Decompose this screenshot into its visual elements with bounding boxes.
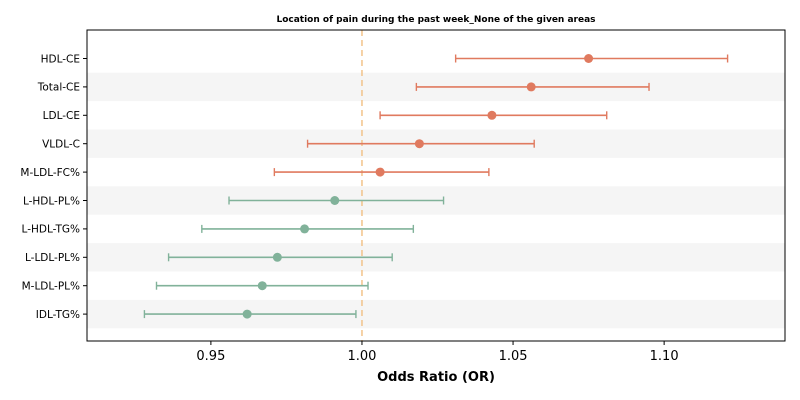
y-tick-label: L-LDL-PL% <box>25 252 80 264</box>
point-estimate <box>375 167 385 177</box>
point-estimate <box>242 309 252 319</box>
forest-row: M-LDL-FC% <box>20 167 490 179</box>
y-tick-label: VLDL-C <box>42 139 80 151</box>
point-estimate <box>330 196 340 205</box>
point-estimate <box>257 281 267 291</box>
forest-row: L-HDL-TG% <box>22 224 415 236</box>
point-estimate <box>414 139 424 149</box>
axes-frame <box>86 29 786 342</box>
point-estimate <box>584 54 594 63</box>
forest-row: HDL-CE <box>41 53 729 65</box>
y-tick-label: L-HDL-TG% <box>22 224 80 236</box>
x-tick-label: 0.95 <box>196 349 225 364</box>
plot-frame <box>86 29 786 342</box>
chart-title: Location of pain during the past week_No… <box>276 15 595 25</box>
y-tick-label: HDL-CE <box>41 53 80 65</box>
forest-row: L-LDL-PL% <box>25 252 393 264</box>
x-tick-label: 1.00 <box>347 349 376 364</box>
y-tick-label: IDL-TG% <box>36 309 80 321</box>
forest-row: VLDL-C <box>42 139 535 151</box>
forest-row: LDL-CE <box>43 110 608 122</box>
forest-row: IDL-TG% <box>36 309 357 321</box>
point-estimate <box>526 82 536 92</box>
x-tick-label: 1.05 <box>499 349 528 364</box>
x-tick-label: 1.10 <box>650 349 679 364</box>
point-estimate <box>272 252 282 262</box>
x-axis-ticks: 0.95 1.00 1.05 1.10 <box>196 341 679 364</box>
y-tick-label: M-LDL-FC% <box>20 167 80 179</box>
y-tick-label: Total-CE <box>37 82 80 94</box>
point-estimate <box>300 224 310 234</box>
forest-row: Total-CE <box>37 82 650 94</box>
forest-rows: HDL-CE Total-CE LDL-CE VLDL-C M-LDL-FC% L-HDL… <box>20 53 729 321</box>
x-axis-label: Odds Ratio (OR) <box>377 370 495 385</box>
y-tick-label: L-HDL-PL% <box>23 195 80 207</box>
y-tick-label: M-LDL-PL% <box>22 281 80 293</box>
point-estimate <box>487 110 497 120</box>
y-tick-label: LDL-CE <box>43 110 80 122</box>
forest-row: L-HDL-PL% <box>23 195 445 207</box>
forest-row: M-LDL-PL% <box>22 281 369 293</box>
